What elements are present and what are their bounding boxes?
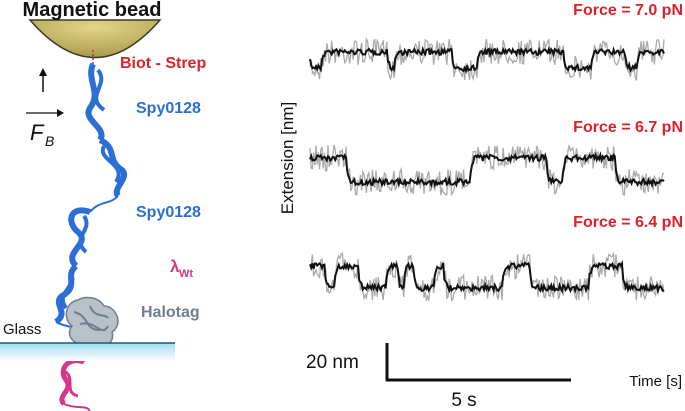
- scale-x-label: 5 s: [451, 390, 476, 411]
- spy0128-top-structure: [85, 62, 127, 213]
- scale-y-label: 20 nm: [306, 352, 359, 373]
- lambda-wt-structure: [59, 358, 91, 411]
- force-label-1: Force = 7.0 pN: [573, 2, 683, 19]
- svg-text:Wt: Wt: [179, 268, 193, 280]
- force-label-2: Force = 6.7 pN: [573, 119, 683, 136]
- filtered-trace-1: [309, 45, 665, 75]
- lambda-wt-label: λ Wt: [170, 257, 193, 280]
- spy0128-mid-label: Spy0128: [136, 204, 201, 221]
- force-vector-label: F: [30, 120, 45, 145]
- glass-surface: [0, 343, 175, 361]
- filtered-trace-2: [309, 151, 665, 189]
- schematic: Magnetic bead Biot - Strep F B Spy0128: [23, 0, 206, 411]
- y-axis-label: Extension [nm]: [278, 102, 297, 214]
- halotag-structure: [65, 296, 119, 348]
- force-label-3: Force = 6.4 pN: [573, 214, 683, 231]
- filtered-trace-3: [309, 259, 665, 295]
- trace-group: [309, 37, 665, 303]
- spy0128-top-label: Spy0128: [136, 100, 201, 117]
- force-vector: F B: [26, 68, 64, 149]
- halotag-label: Halotag: [141, 304, 200, 321]
- biot-strep-label: Biot - Strep: [120, 55, 206, 72]
- scale-bar: 20 nm 5 s: [306, 343, 571, 411]
- bead-label: Magnetic bead: [23, 0, 162, 21]
- glass-label: Glass: [3, 321, 41, 338]
- magnetic-bead: [28, 19, 162, 59]
- raw-trace-3: [309, 251, 665, 303]
- x-axis-label: Time [s]: [629, 373, 682, 390]
- raw-trace-1: [309, 37, 665, 82]
- raw-trace-2: [309, 144, 665, 197]
- traces-panel: Force = 7.0 pN Force = 6.7 pN Force = 6.…: [278, 2, 683, 411]
- svg-text:λ: λ: [170, 257, 180, 276]
- force-vector-subscript: B: [45, 133, 54, 149]
